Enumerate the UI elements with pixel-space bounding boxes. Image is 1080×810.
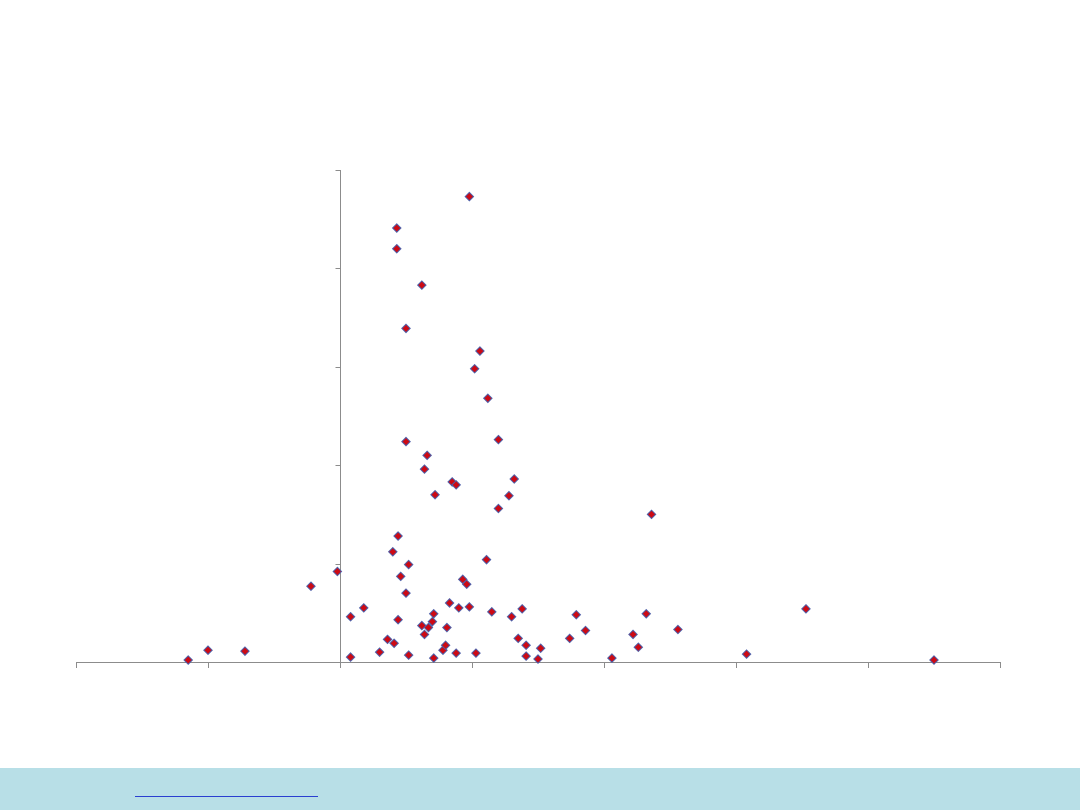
data-point — [403, 650, 414, 661]
data-point — [428, 608, 439, 619]
data-point — [509, 474, 520, 484]
data-point — [427, 616, 438, 627]
data-point — [464, 191, 475, 202]
data-point — [451, 479, 462, 490]
data-point — [607, 653, 617, 663]
data-point — [345, 652, 356, 662]
data-point — [482, 393, 493, 404]
data-point — [422, 450, 433, 461]
data-point — [444, 598, 455, 608]
data-point — [571, 609, 582, 620]
data-point — [395, 571, 406, 582]
data-point — [504, 490, 514, 501]
data-point — [521, 640, 532, 651]
data-point — [401, 323, 411, 334]
data-point — [428, 653, 439, 663]
data-point — [389, 638, 400, 649]
data-point — [416, 280, 427, 291]
data-point — [345, 611, 356, 622]
data-point — [521, 651, 532, 662]
data-point — [306, 581, 316, 592]
data-point — [486, 606, 497, 617]
data-point — [393, 531, 403, 541]
data-point — [451, 648, 462, 659]
scatter-plot-svg — [76, 170, 1001, 668]
data-point — [183, 655, 194, 665]
data-point — [374, 647, 385, 658]
data-point — [513, 633, 524, 644]
data-point — [453, 602, 464, 613]
data-point — [673, 624, 683, 635]
data-point — [423, 622, 434, 633]
scatter-chart — [76, 170, 1001, 668]
footer-bar — [0, 768, 1080, 810]
data-point — [461, 579, 472, 590]
data-point — [533, 654, 543, 664]
data-point — [203, 645, 213, 656]
data-point — [391, 223, 402, 233]
data-point — [358, 602, 369, 613]
data-point — [633, 642, 644, 653]
data-point — [419, 464, 430, 475]
data-point — [475, 346, 485, 356]
data-point — [416, 620, 427, 631]
data-point — [401, 436, 411, 447]
data-point — [471, 648, 481, 659]
data-point — [929, 655, 939, 665]
data-point — [464, 601, 475, 612]
data-point — [442, 622, 452, 633]
data-point — [801, 603, 811, 614]
data-point — [401, 588, 411, 599]
data-point — [641, 608, 652, 619]
data-point — [240, 646, 250, 657]
data-point — [382, 634, 393, 645]
data-point — [646, 509, 657, 520]
data-point — [387, 546, 398, 557]
data-point — [440, 640, 451, 651]
data-point — [332, 566, 343, 577]
data-point — [493, 503, 504, 514]
data-point — [628, 629, 638, 640]
data-point — [506, 611, 517, 622]
data-point — [741, 649, 752, 660]
data-point — [493, 434, 504, 445]
data-point — [430, 489, 440, 500]
data-point — [580, 625, 591, 636]
footer-link[interactable] — [135, 779, 318, 797]
data-point — [535, 643, 546, 654]
data-point — [564, 633, 575, 644]
data-point — [517, 603, 528, 614]
data-point — [391, 243, 402, 254]
data-point — [419, 629, 430, 640]
data-point — [469, 363, 480, 374]
data-point — [403, 559, 414, 570]
data-point — [393, 614, 403, 625]
data-point — [481, 554, 492, 565]
